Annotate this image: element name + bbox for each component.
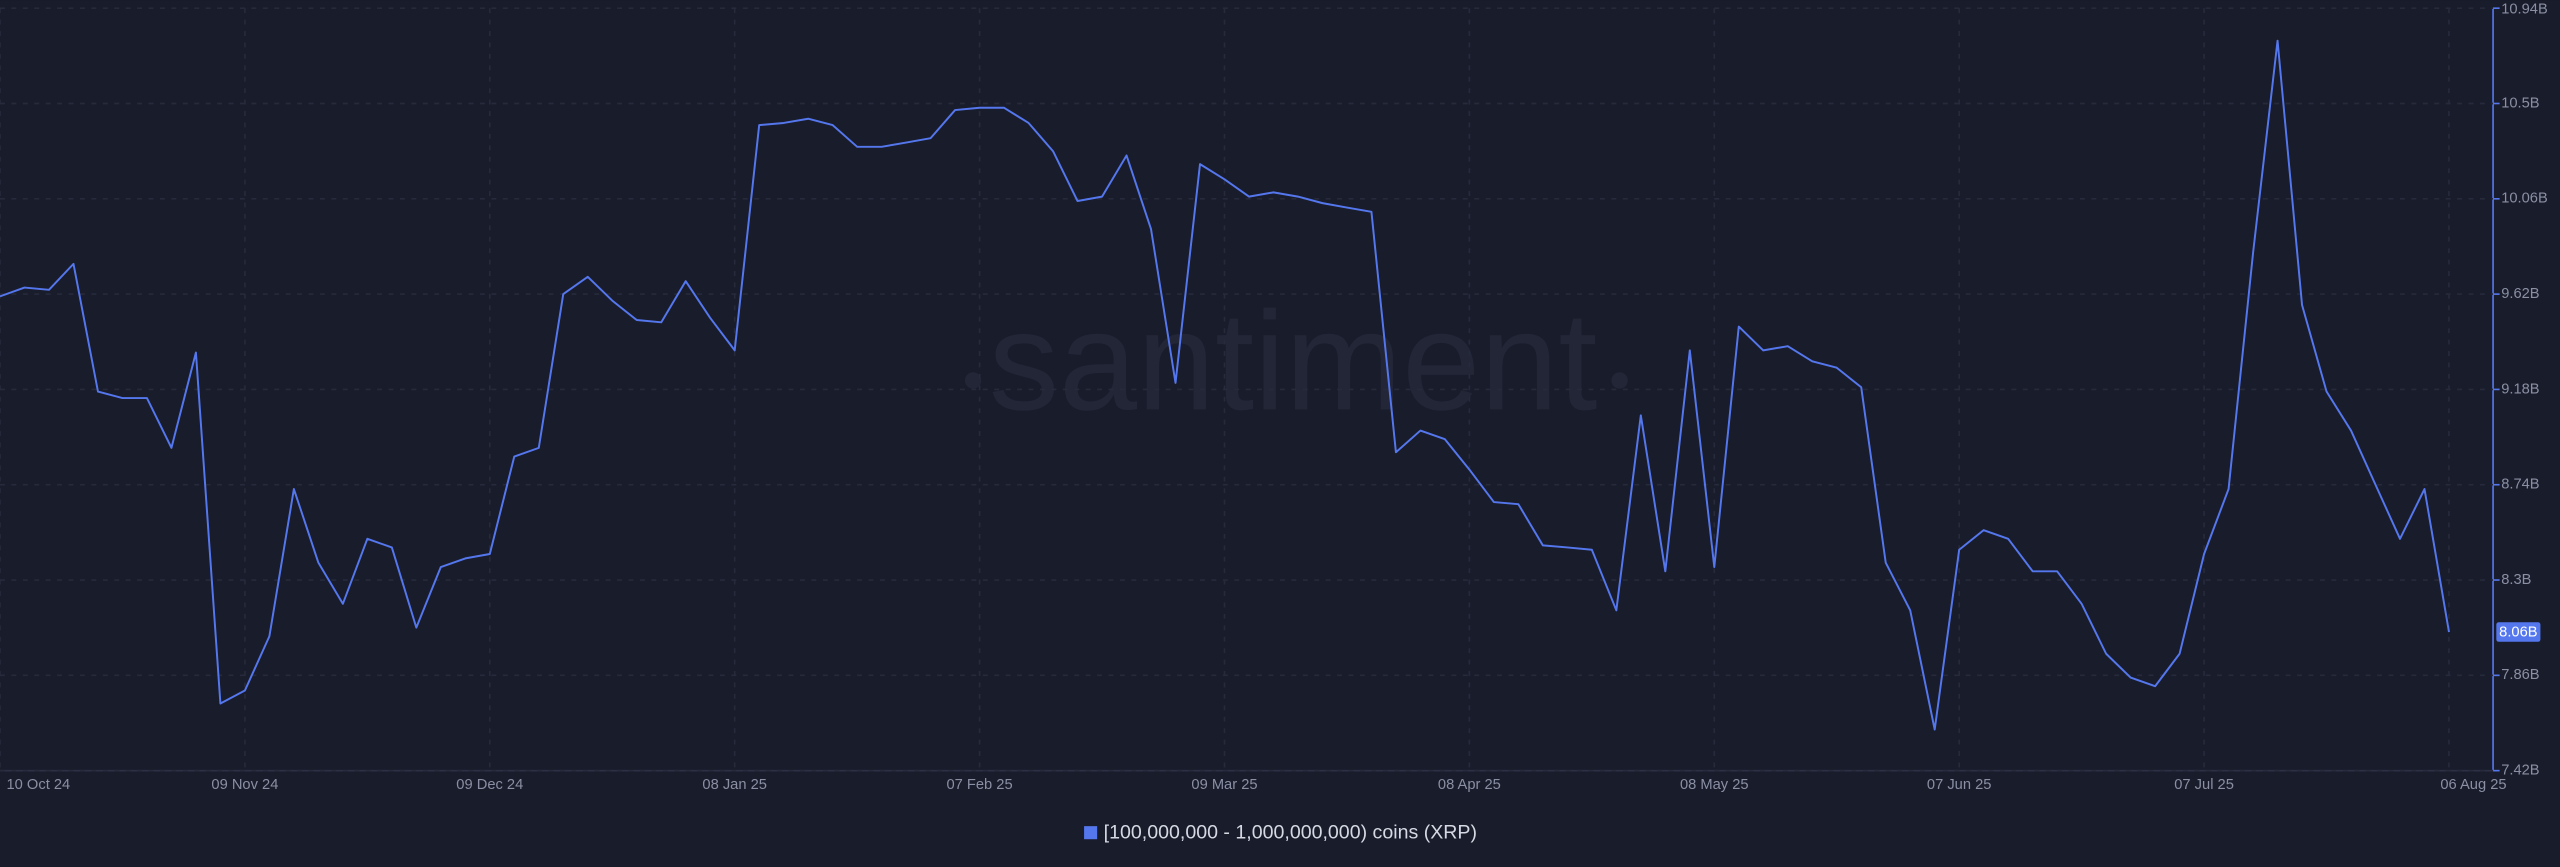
x-tick-label: 08 May 25	[1680, 777, 1749, 793]
x-tick-label: 06 Aug 25	[2440, 777, 2506, 793]
y-tick-label: 8.3B	[2501, 572, 2531, 588]
watermark-text: santiment	[989, 282, 1598, 439]
x-tick-label: 08 Apr 25	[1438, 777, 1501, 793]
y-tick-label: 7.86B	[2501, 667, 2540, 683]
watermark: santiment	[964, 282, 1628, 439]
x-tick-label: 10 Oct 24	[7, 777, 71, 793]
x-tick-label: 09 Dec 24	[456, 777, 523, 793]
y-tick-label: 10.5B	[2501, 95, 2540, 111]
y-tick-label: 10.94B	[2501, 2, 2548, 18]
x-tick-label: 07 Jun 25	[1927, 777, 1992, 793]
legend[interactable]: [100,000,000 - 1,000,000,000) coins (XRP…	[1084, 822, 1477, 844]
y-tick-label: 9.62B	[2501, 286, 2540, 302]
current-value-badge	[2496, 622, 2541, 642]
x-tick-label: 08 Jan 25	[702, 777, 767, 793]
x-tick-label: 09 Mar 25	[1191, 777, 1257, 793]
x-tick-label: 09 Nov 24	[211, 777, 278, 793]
y-tick-label: 7.42B	[2501, 763, 2540, 779]
watermark-dot	[1611, 372, 1628, 389]
data-line	[0, 39, 2450, 731]
x-tick-label: 07 Feb 25	[947, 777, 1013, 793]
y-tick-label: 10.06B	[2501, 191, 2548, 207]
watermark-dot	[964, 372, 982, 389]
current-value-label: 8.06B	[2499, 625, 2538, 641]
x-tick-label: 07 Jul 25	[2174, 777, 2234, 793]
y-tick-label: 8.74B	[2501, 477, 2540, 493]
y-tick-label: 9.18B	[2501, 381, 2540, 397]
legend-swatch	[1084, 826, 1098, 840]
legend-label[interactable]: [100,000,000 - 1,000,000,000) coins (XRP…	[1104, 822, 1477, 844]
